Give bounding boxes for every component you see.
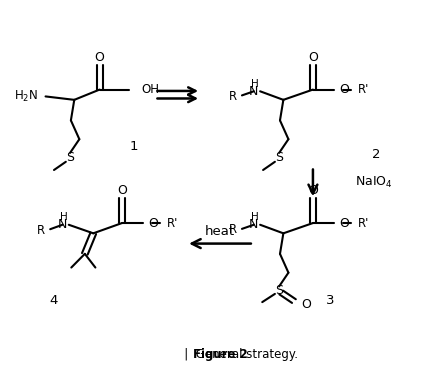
Text: S: S	[275, 284, 283, 297]
Text: O: O	[339, 217, 349, 230]
Text: H$_2$N: H$_2$N	[14, 89, 38, 104]
Text: O: O	[117, 185, 127, 198]
Text: O: O	[339, 83, 349, 96]
Text: N: N	[58, 218, 67, 231]
Text: 1: 1	[129, 140, 138, 153]
Text: R: R	[37, 224, 45, 237]
Text: S: S	[275, 151, 283, 164]
Text: O: O	[148, 217, 158, 230]
Text: R: R	[229, 224, 237, 236]
Text: O: O	[301, 298, 311, 311]
Text: 4: 4	[49, 294, 57, 307]
Text: OH: OH	[142, 83, 160, 96]
Text: R': R'	[358, 83, 370, 96]
Text: R': R'	[358, 217, 370, 230]
Text: R': R'	[167, 217, 179, 230]
Text: S: S	[66, 151, 74, 164]
Text: N: N	[249, 85, 258, 98]
Text: 2: 2	[372, 148, 381, 161]
Text: H: H	[251, 212, 259, 222]
Text: O: O	[308, 51, 318, 64]
Text: Figure 2: Figure 2	[193, 348, 247, 361]
Text: N: N	[249, 218, 258, 231]
Text: 3: 3	[326, 294, 334, 307]
Text: heat: heat	[205, 225, 235, 238]
Text: R: R	[229, 90, 237, 103]
Text: O: O	[95, 51, 105, 64]
Text: H: H	[60, 212, 68, 222]
Text: O: O	[308, 185, 318, 198]
Text: H: H	[251, 79, 259, 89]
Text: |  General strategy.: | General strategy.	[143, 348, 297, 361]
Text: NaIO$_4$: NaIO$_4$	[355, 174, 393, 189]
